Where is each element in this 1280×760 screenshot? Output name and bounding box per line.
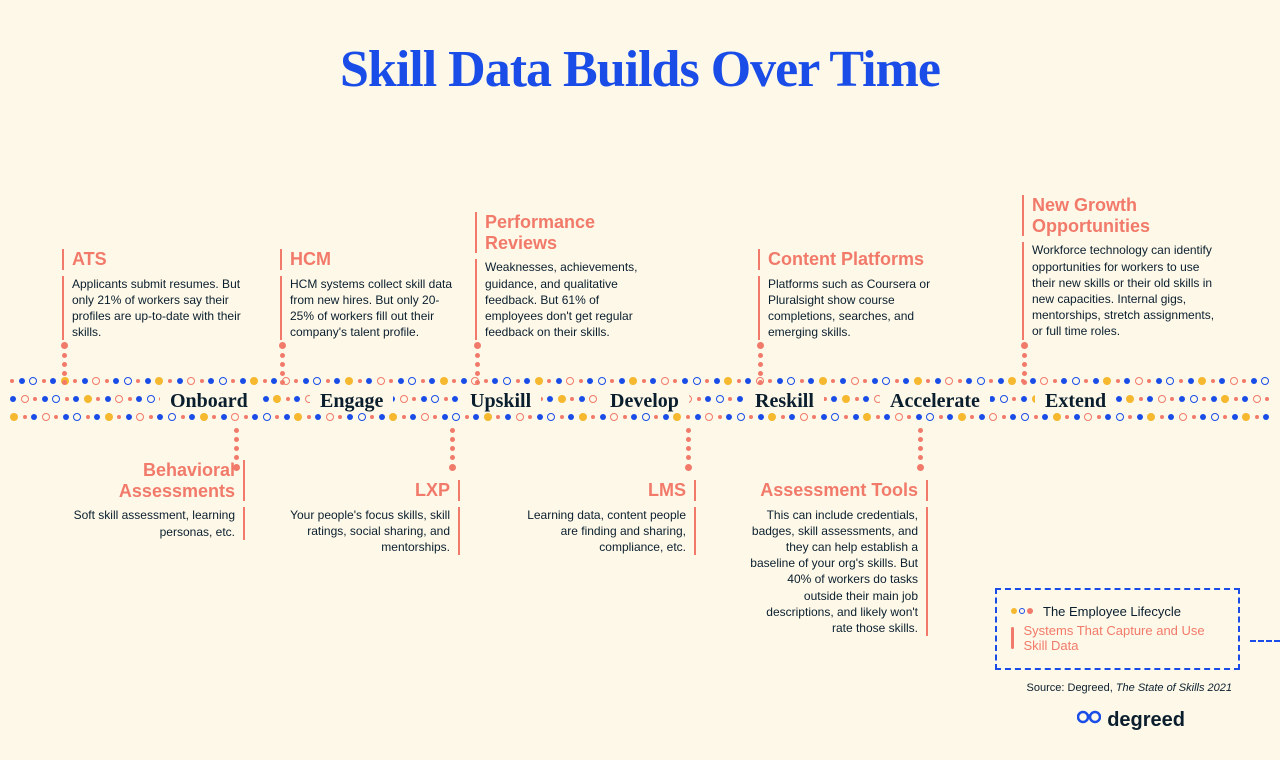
callout-title: HCM: [280, 249, 460, 270]
callout-body: Your people's focus skills, skill rating…: [280, 507, 460, 556]
legend-connector: [1250, 640, 1280, 642]
source-citation: Source: Degreed, The State of Skills 202…: [1027, 682, 1232, 694]
callout-bottom: LXP Your people's focus skills, skill rat…: [280, 480, 460, 555]
callout-top: Content Platforms Platforms such as Cours…: [758, 249, 938, 340]
brand-logo: degreed: [1077, 708, 1185, 732]
callout-title: Behavioral Assessments: [65, 460, 245, 501]
callout-bottom: Behavioral Assessments Soft skill assessm…: [65, 460, 245, 540]
legend-systems-icon: [1011, 627, 1014, 649]
stage-label: Upskill: [460, 390, 541, 413]
callout-title: Performance Reviews: [475, 212, 655, 253]
connector-dots: [279, 342, 286, 385]
callout-body: Soft skill assessment, learning personas…: [65, 507, 245, 539]
connector-dots: [1021, 342, 1028, 385]
callout-body: Weaknesses, achievements, guidance, and …: [475, 259, 655, 340]
connector-dots: [449, 428, 456, 471]
callout-title: Assessment Tools: [748, 480, 928, 501]
callout-body: Applicants submit resumes. But only 21% …: [62, 276, 242, 341]
callout-title: LMS: [516, 480, 696, 501]
legend-lifecycle-label: The Employee Lifecycle: [1043, 604, 1181, 619]
legend-box: The Employee Lifecycle Systems That Capt…: [995, 588, 1240, 670]
callout-bottom: LMS Learning data, content people are fin…: [516, 480, 696, 555]
callout-title: Content Platforms: [758, 249, 938, 270]
callout-top: Performance Reviews Weaknesses, achieveme…: [475, 212, 655, 340]
legend-systems-label: Systems That Capture and Use Skill Data: [1024, 623, 1224, 654]
callout-top: New Growth Opportunities Workforce techno…: [1022, 195, 1222, 340]
callout-body: HCM systems collect skill data from new …: [280, 276, 460, 341]
callout-top: ATS Applicants submit resumes. But only 2…: [62, 249, 242, 340]
legend-lifecycle-icon: [1011, 608, 1033, 614]
page-title: Skill Data Builds Over Time: [0, 40, 1280, 99]
callout-body: Learning data, content people are findin…: [516, 507, 696, 556]
stage-label: Extend: [1035, 390, 1116, 413]
callout-title: New Growth Opportunities: [1022, 195, 1222, 236]
callout-bottom: Assessment Tools This can include credent…: [748, 480, 928, 636]
connector-dots: [917, 428, 924, 471]
stage-label: Reskill: [745, 390, 824, 413]
callout-title: ATS: [62, 249, 242, 270]
callout-body: This can include credentials, badges, sk…: [748, 507, 928, 637]
connector-dots: [757, 342, 764, 385]
stage-label: Onboard: [160, 390, 258, 413]
connector-dots: [685, 428, 692, 471]
callout-title: LXP: [280, 480, 460, 501]
stage-label: Accelerate: [880, 390, 990, 413]
connector-dots: [61, 342, 68, 385]
degreed-icon: [1077, 708, 1101, 732]
callout-top: HCM HCM systems collect skill data from n…: [280, 249, 460, 340]
stage-label: Develop: [600, 390, 689, 413]
stage-label: Engage: [310, 390, 393, 413]
callout-body: Platforms such as Coursera or Pluralsigh…: [758, 276, 938, 341]
connector-dots: [233, 428, 240, 471]
connector-dots: [474, 342, 481, 385]
callout-body: Workforce technology can identify opport…: [1022, 242, 1222, 339]
